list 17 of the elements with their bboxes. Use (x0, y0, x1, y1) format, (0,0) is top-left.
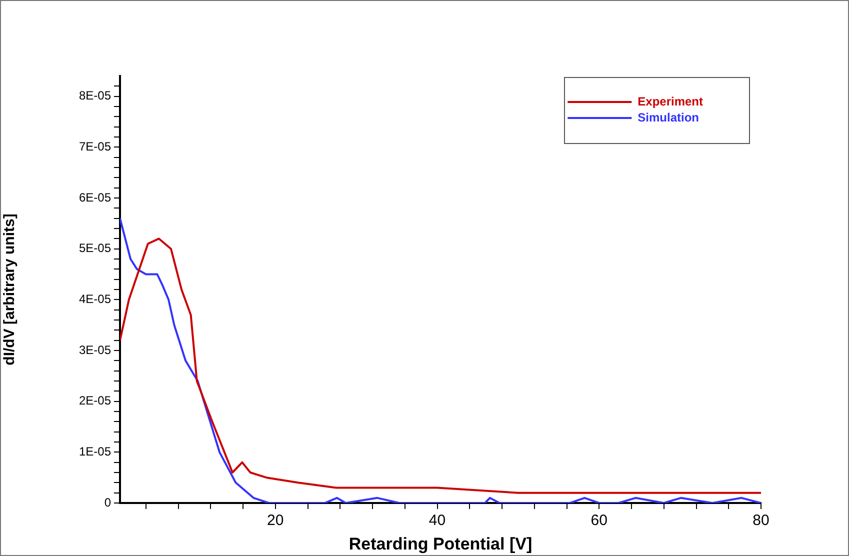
y-tick-label: 0 (104, 495, 112, 510)
y-tick-label: 1E-05 (78, 444, 112, 458)
y-tick-label: 4E-05 (78, 292, 112, 306)
text: Experiment (638, 94, 704, 108)
x-tick-label: 40 (428, 512, 446, 530)
x-axis-title: Retarding Potential [V] (348, 534, 532, 554)
y-tick-label: 5E-05 (78, 241, 112, 256)
y-tick-label: 3E-05 (78, 342, 112, 357)
text: Simulation (638, 110, 699, 124)
y-tick-label: 2E-05 (78, 394, 112, 408)
y-tick-label: 8E-05 (78, 88, 112, 103)
y-tick-label: 7E-05 (78, 139, 112, 154)
x-tick-label: 60 (590, 512, 608, 530)
y-axis-title: dI/dV [arbitrary units] (1, 214, 18, 366)
x-tick-label: 20 (267, 512, 284, 530)
y-tick-label: 6E-05 (78, 190, 112, 204)
x-tick-label: 80 (752, 512, 770, 530)
